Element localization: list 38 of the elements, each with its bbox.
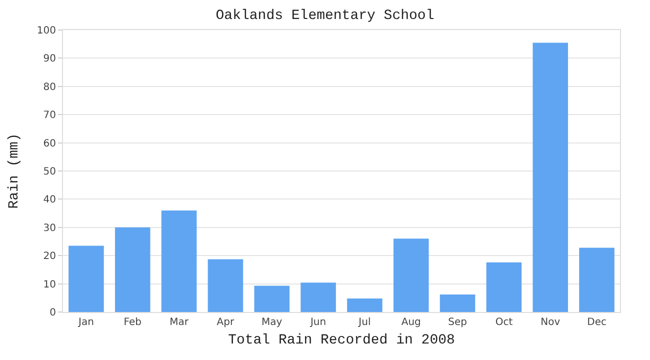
x-tick-label: Sep — [448, 317, 467, 328]
bar — [208, 259, 244, 312]
bar — [579, 248, 614, 312]
x-tick-label: Jun — [309, 317, 326, 328]
x-tick-label: Dec — [587, 317, 606, 328]
y-tick-label: 100 — [36, 26, 56, 36]
y-tick-label: 90 — [43, 54, 56, 65]
y-axis-title: Rain (mm) — [6, 133, 23, 209]
x-tick-label: May — [262, 317, 282, 328]
x-tick-label: Oct — [495, 317, 513, 328]
bar — [393, 238, 429, 312]
bar — [254, 286, 290, 312]
bar — [161, 210, 197, 312]
y-tick-label: 10 — [43, 279, 56, 290]
bar — [300, 282, 336, 312]
x-tick-label: Aug — [401, 317, 421, 328]
y-tick-label: 60 — [43, 138, 56, 150]
x-tick-label: Feb — [124, 317, 142, 328]
x-tick-label: Mar — [170, 317, 190, 328]
x-tick-label: Jul — [358, 317, 371, 328]
bar — [68, 246, 104, 312]
x-axis-title: Total Rain Recorded in 2008 — [228, 332, 455, 348]
bar — [114, 227, 150, 312]
y-tick-label: 0 — [50, 308, 56, 318]
y-tick-label: 50 — [43, 166, 56, 178]
bar — [532, 42, 568, 312]
y-tick-label: 70 — [43, 110, 56, 122]
bar — [486, 262, 522, 312]
y-tick-label: 80 — [43, 82, 56, 93]
x-tick-label: Nov — [540, 317, 560, 328]
x-tick-label: Apr — [216, 317, 235, 328]
bar — [440, 294, 476, 312]
x-tick-label: Jan — [78, 317, 94, 328]
y-tick-label: 20 — [43, 251, 56, 262]
bar — [347, 298, 382, 312]
chart-title: Oaklands Elementary School — [216, 8, 434, 24]
y-tick-label: 30 — [43, 222, 56, 234]
y-tick-label: 40 — [43, 194, 56, 206]
